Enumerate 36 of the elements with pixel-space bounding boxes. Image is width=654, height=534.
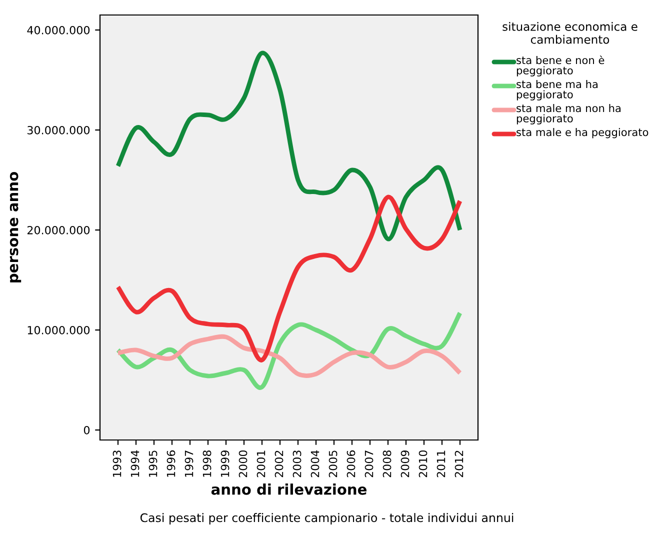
x-tick-label: 2000 (238, 450, 248, 478)
x-tick-label: 1993 (112, 450, 122, 477)
line-series (116, 194, 462, 362)
legend-label: sta male ma non ha peggiorato (516, 104, 620, 124)
y-tick-label: 10.000.000 (28, 326, 90, 334)
x-tick-label: 2011 (436, 450, 446, 478)
legend-label: sta bene e non è peggiorato (516, 56, 604, 76)
x-tick-label: 2006 (346, 450, 356, 478)
x-tick-label: 1997 (184, 450, 194, 477)
x-axis-title: anno di rilevazione (211, 484, 367, 495)
line-series (116, 310, 462, 390)
x-tick-label: 1999 (220, 450, 230, 477)
x-tick-label: 1998 (202, 450, 212, 477)
x-tick-label: 2005 (328, 450, 338, 478)
x-tick-label: 2001 (256, 450, 266, 478)
x-tick-label: 1996 (166, 450, 176, 477)
x-tick-label: 2004 (310, 450, 320, 478)
y-axis-title: persone anno (10, 172, 22, 282)
x-tick-label: 1994 (130, 450, 140, 477)
x-tick-label: 2010 (418, 450, 428, 478)
line-series (116, 50, 462, 242)
legend-title: situazione economica e cambiamento (502, 22, 638, 44)
y-tick-label: 40.000.000 (27, 26, 90, 34)
x-tick-label: 2009 (400, 450, 410, 478)
legend-label: sta bene ma ha peggiorato (516, 80, 598, 100)
x-tick-label: 2008 (382, 450, 392, 478)
y-tick-label: 0 (84, 426, 90, 434)
x-tick-label: 2003 (292, 450, 302, 478)
text: Casi pesati per coefficiente campionario - totale individui annui (140, 513, 514, 524)
x-tick-label: 2002 (274, 450, 284, 478)
x-tick-label: 2012 (454, 450, 464, 478)
y-tick-label: 30.000.000 (28, 126, 90, 134)
legend-label: sta male e ha peggiorato (516, 128, 648, 138)
y-tick-label: 20.000.000 (27, 226, 90, 234)
x-tick-label: 1995 (148, 450, 158, 477)
x-tick-label: 2007 (364, 450, 374, 478)
